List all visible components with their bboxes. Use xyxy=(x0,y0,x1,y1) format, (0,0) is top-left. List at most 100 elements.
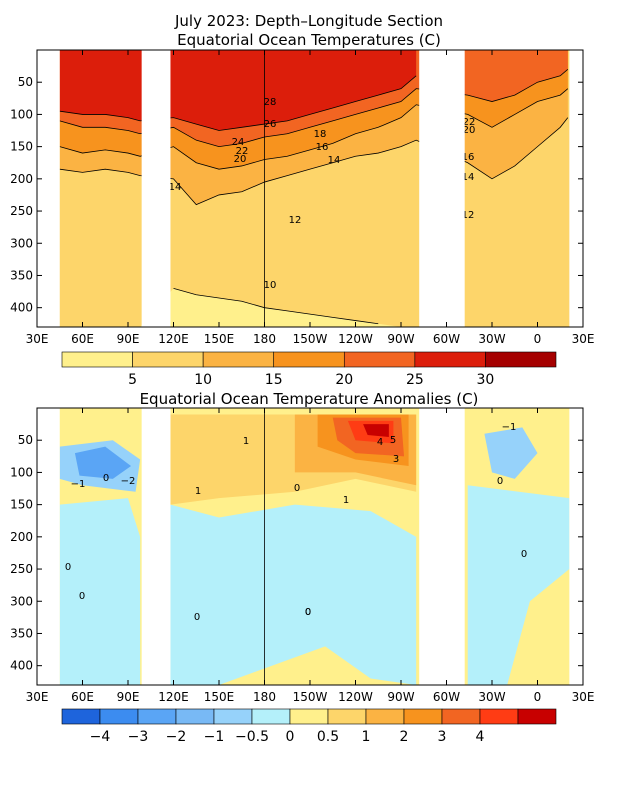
temp-band-below-10 xyxy=(59,288,568,327)
x-tick-label: 60E xyxy=(71,332,94,346)
colorbar-swatch xyxy=(289,708,329,725)
x-tick-label: 0 xyxy=(534,332,542,346)
colorbar-label: −1 xyxy=(204,729,225,745)
colorbar-label: −2 xyxy=(166,729,187,745)
colorbar-swatch xyxy=(485,351,557,368)
anom-cold-east-05 xyxy=(484,427,538,479)
colorbar-label: −3 xyxy=(128,729,149,745)
colorbar-swatch xyxy=(251,708,291,725)
colorbar-label: 2 xyxy=(400,729,409,745)
figure-title: July 2023: Depth–Longitude Section xyxy=(174,12,443,30)
y-tick-label: 200 xyxy=(10,172,33,186)
contour-label: 0 xyxy=(305,607,311,618)
colorbar-label: 10 xyxy=(194,372,212,388)
no-data-gap xyxy=(569,50,583,327)
isotherm-t10 xyxy=(173,287,379,325)
contour-label: 0 xyxy=(194,612,200,623)
colorbar-label: 4 xyxy=(476,729,485,745)
colorbar-swatch xyxy=(441,708,481,725)
no-data-gap xyxy=(569,408,583,685)
x-tick-label: 30E xyxy=(26,690,49,704)
colorbar-swatch xyxy=(137,708,177,725)
contour-label: 28 xyxy=(264,97,277,108)
contour-label: 10 xyxy=(264,280,277,291)
colorbar-swatch xyxy=(213,708,253,725)
colorbar-swatch xyxy=(343,351,416,368)
y-tick-label: 350 xyxy=(10,268,33,282)
y-tick-label: 400 xyxy=(10,301,33,315)
x-tick-label: 90E xyxy=(117,690,140,704)
colorbar-label: 20 xyxy=(335,372,353,388)
contour-label: 22 xyxy=(463,117,476,128)
isotherm-t25 xyxy=(59,69,569,148)
no-data-gap xyxy=(419,408,465,685)
colorbar-label: 25 xyxy=(406,372,424,388)
colorbar-label: −4 xyxy=(90,729,111,745)
colorbar-label: 0 xyxy=(286,729,295,745)
colorbar-label: 3 xyxy=(438,729,447,745)
x-tick-label: 90W xyxy=(387,690,414,704)
contour-label: 20 xyxy=(234,154,247,165)
isotherm-t20 xyxy=(59,88,569,170)
contour-label: 0 xyxy=(305,607,311,618)
isotherm-t28 xyxy=(59,75,417,131)
y-tick-label: 50 xyxy=(18,433,33,447)
isotherm-t15 xyxy=(59,117,569,206)
contour-label: 16 xyxy=(316,142,329,153)
colorbar-swatch xyxy=(132,351,204,368)
x-tick-label: 60E xyxy=(71,690,94,704)
x-tick-label: 180 xyxy=(253,332,276,346)
colorbar-swatch xyxy=(365,708,405,725)
contour-label: 26 xyxy=(264,119,277,130)
x-tick-label: 150E xyxy=(204,332,235,346)
colorbar-label: 15 xyxy=(265,372,283,388)
y-tick-label: 300 xyxy=(10,594,33,608)
no-data-gap xyxy=(419,50,465,327)
x-tick-label: 90W xyxy=(387,332,414,346)
contour-label: 12 xyxy=(462,210,475,221)
y-tick-label: 150 xyxy=(10,498,33,512)
x-tick-label: 120W xyxy=(338,332,373,346)
contour-label: 4 xyxy=(377,437,383,448)
x-tick-label: 120E xyxy=(158,690,189,704)
y-tick-label: 250 xyxy=(10,562,33,576)
x-tick-label: 120E xyxy=(158,332,189,346)
colorbar-swatch xyxy=(414,351,486,368)
contour-label: 3 xyxy=(393,454,399,465)
contour-label: −1 xyxy=(71,479,86,490)
contour-label: 20 xyxy=(463,125,476,136)
panel1-title: Equatorial Ocean Temperatures (C) xyxy=(177,31,441,49)
colorbar-label: 30 xyxy=(477,372,495,388)
contour-label: 16 xyxy=(462,152,475,163)
contour-label: 22 xyxy=(236,146,249,157)
x-tick-label: 0 xyxy=(534,690,542,704)
x-tick-label: 60W xyxy=(433,690,460,704)
contour-label: 0 xyxy=(65,562,71,573)
contour-label: 1 xyxy=(343,495,349,506)
contour-label: 0 xyxy=(521,549,527,560)
y-tick-label: 400 xyxy=(10,659,33,673)
no-data-gap-west xyxy=(37,50,60,327)
y-tick-label: 200 xyxy=(10,530,33,544)
x-tick-label: 180 xyxy=(253,690,276,704)
colorbar-label: 5 xyxy=(128,372,137,388)
contour-label: −1 xyxy=(502,422,517,433)
no-data-gap-west xyxy=(37,408,60,685)
panel2-title: Equatorial Ocean Temperature Anomalies (… xyxy=(140,390,479,408)
colorbar-label: 0.5 xyxy=(317,729,339,745)
y-tick-label: 350 xyxy=(10,626,33,640)
colorbar-swatch xyxy=(61,708,101,725)
colorbar-swatch xyxy=(175,708,215,725)
colorbar-label: −0.5 xyxy=(235,729,269,745)
x-tick-label: 60W xyxy=(433,332,460,346)
x-tick-label: 30E xyxy=(572,332,595,346)
y-tick-label: 100 xyxy=(10,107,33,121)
x-tick-label: 30E xyxy=(26,332,49,346)
colorbar-swatch xyxy=(61,351,133,368)
x-tick-label: 150W xyxy=(293,332,328,346)
contour-label: 1 xyxy=(243,436,249,447)
colorbar-swatch xyxy=(327,708,367,725)
